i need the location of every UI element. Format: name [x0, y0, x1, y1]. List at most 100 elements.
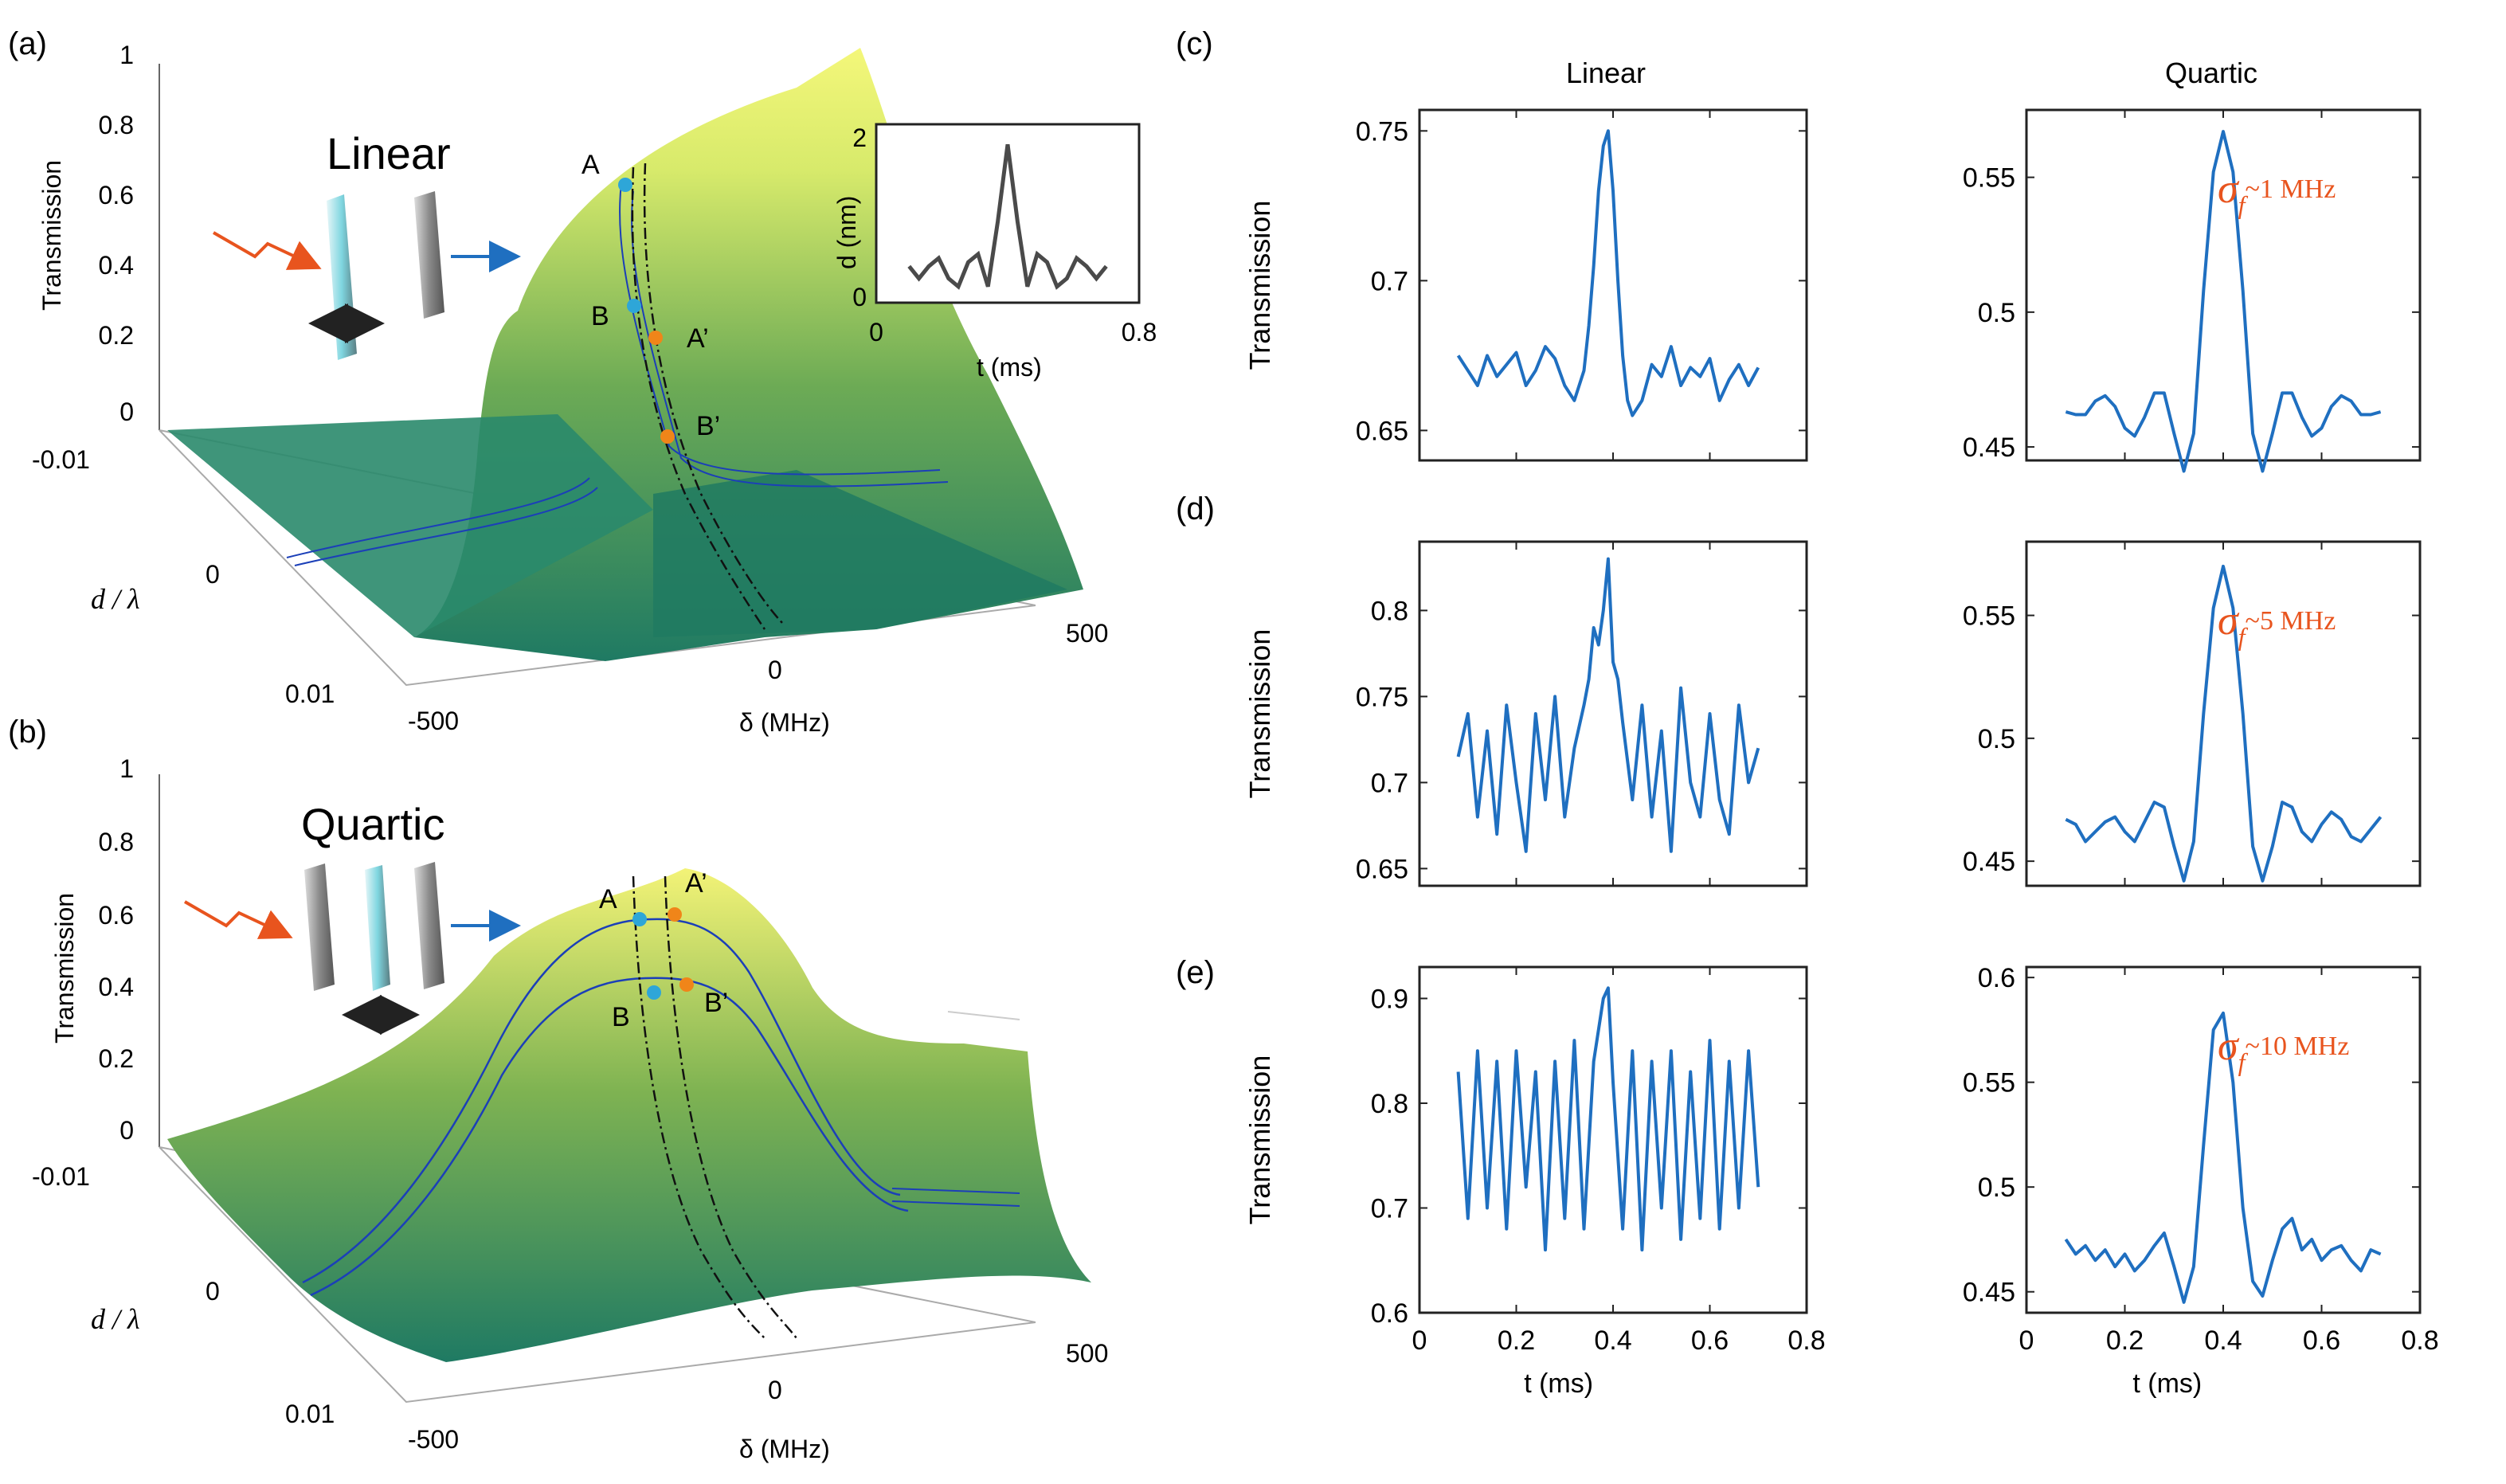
panel-a-contour	[286, 477, 590, 558]
point-label: A’	[687, 323, 709, 354]
movable-mirror-icon	[327, 194, 357, 360]
point-label: B’	[696, 411, 720, 441]
plot-frame	[1418, 108, 1808, 462]
y-axis-label: Transmission	[1243, 629, 1276, 799]
panel-a-floor-right	[653, 470, 1067, 637]
fixed-mirror-icon	[414, 191, 444, 319]
row-letter: (e)	[1176, 955, 1215, 990]
x-tick-label: 0.2	[1498, 1325, 1535, 1356]
point-label: A’	[685, 868, 707, 899]
point-label: A	[599, 884, 617, 914]
point-b	[647, 985, 661, 1000]
y-tick-label: 0.7	[1371, 266, 1408, 296]
panel-b-z-tick: 0.6	[99, 901, 134, 930]
plot-frame	[2025, 108, 2422, 462]
d-quartic-plot: 0.45 0.5 0.55 σf~5 MHz	[1963, 540, 2422, 887]
panel-a-z-label: Transmission	[37, 160, 66, 311]
y-tick-label: 0.45	[1963, 433, 2015, 463]
point-a	[618, 178, 632, 192]
y-tick-label: 0.45	[1963, 847, 2015, 877]
x-tick-label: 0	[1412, 1325, 1427, 1356]
panel-b-x-tick: 500	[1066, 1339, 1108, 1368]
row-letter: (d)	[1176, 491, 1215, 527]
e-linear-plot: 0 0.2 0.4 0.6 0.8 t (ms) 0.6 0.7 0.8 0.9 Transmiss…	[1243, 965, 1826, 1399]
inset-y-tick: 0	[852, 283, 867, 311]
x-tick-label: 0.4	[2204, 1325, 2242, 1356]
quartic-cavity-schematic	[184, 862, 521, 1035]
panel-b-z-label: Transmission	[50, 893, 79, 1043]
y-tick-label: 0.5	[1978, 1173, 2015, 1203]
series-line	[2064, 1011, 2382, 1304]
panel-a-contour	[619, 182, 941, 476]
panel-b-box-edge	[947, 1011, 1020, 1020]
panel-b-z-tick: 0.8	[99, 828, 134, 856]
panel-b-trajectory	[632, 875, 766, 1339]
x-tick-label: 0	[2019, 1325, 2034, 1356]
y-tick-label: 0.8	[1371, 1089, 1408, 1119]
panel-b: (b) 1 0.8 0.6 0.4 0.2 0 Transmission A A…	[8, 715, 1108, 1463]
panel-b-contour	[310, 977, 909, 1297]
y-axis-label: Transmission	[1243, 201, 1276, 370]
time-trace-plots: 0.65 0.7 0.75 Transmission 0.45 0.5 0.55 σf~1 M…	[1243, 108, 2439, 1399]
panel-a-x-ticks: -500 0 500	[408, 619, 1108, 735]
panel-a-y-tick: 0.01	[285, 679, 335, 708]
point-b-prime	[660, 429, 675, 444]
y-tick-label: 0.65	[1356, 854, 1408, 884]
panel-b-letter: (b)	[8, 715, 47, 750]
y-tick-label: 0.5	[1978, 724, 2015, 754]
panel-b-z-ticks: 1 0.8 0.6 0.4 0.2 0	[99, 754, 134, 1145]
plot-frame	[2025, 540, 2422, 887]
point-b-prime	[679, 977, 694, 992]
panel-a-y-ticks: -0.01 0 0.01	[32, 445, 335, 708]
column-title-linear: Linear	[1566, 57, 1646, 89]
y-tick-label: 0.75	[1356, 682, 1408, 712]
y-tick-label: 0.75	[1356, 116, 1408, 147]
plot-frame	[1418, 540, 1808, 887]
y-tick-label: 0.6	[1978, 963, 2015, 993]
panel-a-y-label: d / λ	[91, 583, 140, 615]
panel-b-contour	[891, 1188, 1020, 1194]
panel-a-trajectory	[631, 166, 766, 630]
inset-y-label: d (nm)	[832, 196, 861, 269]
c-linear-plot: 0.65 0.7 0.75 Transmission	[1243, 108, 1808, 462]
y-tick-label: 0.55	[1963, 163, 2015, 194]
panel-b-x-tick: 0	[768, 1376, 782, 1404]
point-label: B	[591, 301, 609, 331]
panel-b-y-tick: 0	[206, 1277, 220, 1306]
panel-b-z-tick: 0.4	[99, 973, 134, 1001]
fixed-mirror-icon	[414, 862, 444, 989]
input-light-icon	[213, 231, 322, 270]
panel-a-inset: 2 0 0 0.8 t (ms) d (nm)	[832, 123, 1157, 382]
series-line	[1456, 557, 1760, 853]
inset-x-label: t (ms)	[977, 353, 1042, 382]
point-a-prime	[668, 907, 682, 922]
panel-b-y-label: d / λ	[91, 1303, 140, 1335]
x-tick-label: 0.6	[1691, 1325, 1729, 1356]
y-tick-label: 0.8	[1371, 596, 1408, 626]
sigma-label: σf~5 MHz	[2218, 598, 2336, 651]
d-linear-plot: 0.65 0.7 0.75 0.8 Transmission	[1243, 540, 1808, 887]
panel-b-title: Quartic	[301, 799, 445, 849]
inset-x-tick: 0.8	[1122, 318, 1157, 347]
plot-frame	[1418, 965, 1808, 1314]
panel-b-y-tick: -0.01	[32, 1162, 90, 1191]
column-title-quartic: Quartic	[2165, 57, 2257, 89]
panel-b-x-ticks: -500 0 500	[408, 1339, 1108, 1454]
panel-b-y-ticks: -0.01 0 0.01	[32, 1162, 335, 1428]
panel-b-z-tick: 1	[119, 754, 134, 783]
inset-series-line	[907, 143, 1108, 290]
panel-a-letter: (a)	[8, 26, 47, 61]
y-tick-label: 0.6	[1371, 1298, 1408, 1329]
y-axis-label: Transmission	[1243, 1055, 1276, 1225]
x-tick-label: 0.4	[1594, 1325, 1631, 1356]
point-label: B	[612, 1002, 630, 1032]
panel-b-z-tick: 0.2	[99, 1044, 134, 1073]
panel-a-z-tick: 0	[119, 397, 134, 426]
y-tick-label: 0.9	[1371, 984, 1408, 1014]
panel-b-z-tick: 0	[119, 1116, 134, 1145]
x-axis-label: t (ms)	[1524, 1368, 1593, 1399]
fixed-mirror-icon	[304, 863, 335, 991]
panel-a-title: Linear	[327, 128, 451, 178]
right-grid: (c) (d) (e) Linear Quartic 0.65 0.7 0.75 Tr…	[1176, 26, 2439, 1399]
